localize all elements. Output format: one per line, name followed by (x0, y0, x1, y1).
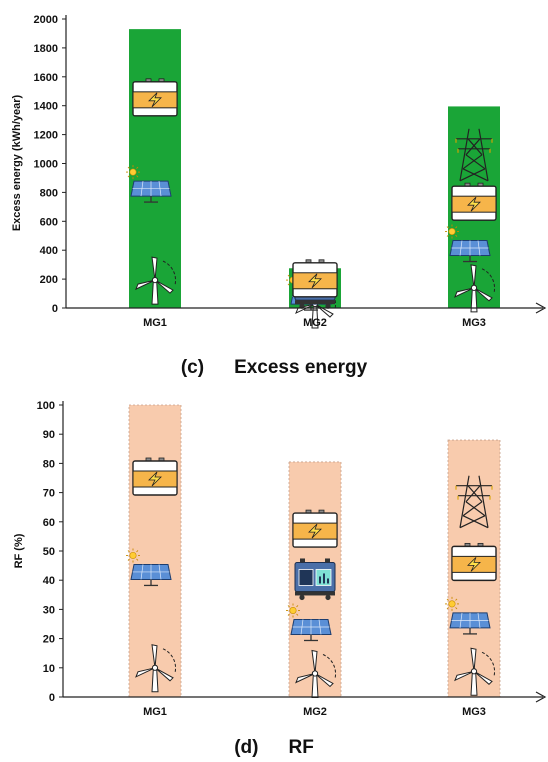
caption-letter: (c) (181, 357, 204, 378)
caption-title: Excess energy (234, 357, 368, 378)
battery-icon (132, 457, 178, 496)
y-tick-label: 30 (43, 604, 55, 616)
y-tick-label: 80 (43, 458, 55, 470)
chart-panel-excess-energy: 0 200 400 600 800 1000 1200 1400 1600 1800 2000 MG1… (11, 14, 547, 378)
x-axis-arrow (535, 691, 547, 703)
chart-panel-rf: 0 10 20 30 40 50 60 70 80 90 100 MG1 MG2 MG3 RF (%) (d)… (13, 400, 547, 758)
y-tick-label: 1600 (34, 72, 58, 84)
y-tick-label: 40 (43, 575, 55, 587)
caption-letter: (d) (234, 737, 258, 758)
y-axis-label: Excess energy (kWh/year) (11, 94, 23, 231)
charts-container: 0200400600800100012001400160018002000MG1… (11, 14, 547, 758)
x-tick-label-mg2: MG2 (303, 317, 327, 329)
y-tick-label: 60 (43, 517, 55, 529)
chart-caption: (c) Excess energy (181, 357, 368, 378)
y-tick-label: 0 (52, 303, 58, 315)
y-tick-label: 200 (40, 274, 58, 286)
battery-icon (132, 78, 178, 117)
y-tick-label: 1400 (34, 101, 58, 113)
y-axis-label: RF (%) (13, 533, 25, 568)
y-tick-label: 20 (43, 634, 55, 646)
x-axis-arrow (535, 302, 547, 314)
caption-title: RF (288, 737, 313, 758)
y-tick-label: 1200 (34, 130, 58, 142)
y-tick-label: 90 (43, 429, 55, 441)
y-tick-label: 2000 (34, 14, 58, 26)
y-tick-label: 600 (40, 216, 58, 228)
y-tick-label: 800 (40, 187, 58, 199)
battery-icon (451, 182, 497, 221)
y-tick-label: 100 (37, 400, 55, 412)
y-tick-label: 0 (49, 692, 55, 704)
x-tick-label-mg1: MG1 (143, 317, 167, 329)
x-tick-label-mg2: MG2 (303, 706, 327, 718)
battery-icon (292, 259, 338, 298)
chart-caption: (d) RF (234, 737, 314, 758)
y-tick-label: 50 (43, 546, 55, 558)
y-tick-label: 10 (43, 663, 55, 675)
x-tick-label-mg3: MG3 (462, 706, 486, 718)
x-tick-label-mg3: MG3 (462, 317, 486, 329)
y-tick-label: 400 (40, 245, 58, 257)
y-tick-label: 70 (43, 488, 55, 500)
diesel-generator-icon (294, 557, 336, 601)
y-tick-label: 1800 (34, 43, 58, 55)
y-tick-label: 1000 (34, 159, 58, 171)
battery-icon (292, 509, 338, 548)
x-tick-label-mg1: MG1 (143, 706, 167, 718)
battery-icon (451, 542, 497, 582)
